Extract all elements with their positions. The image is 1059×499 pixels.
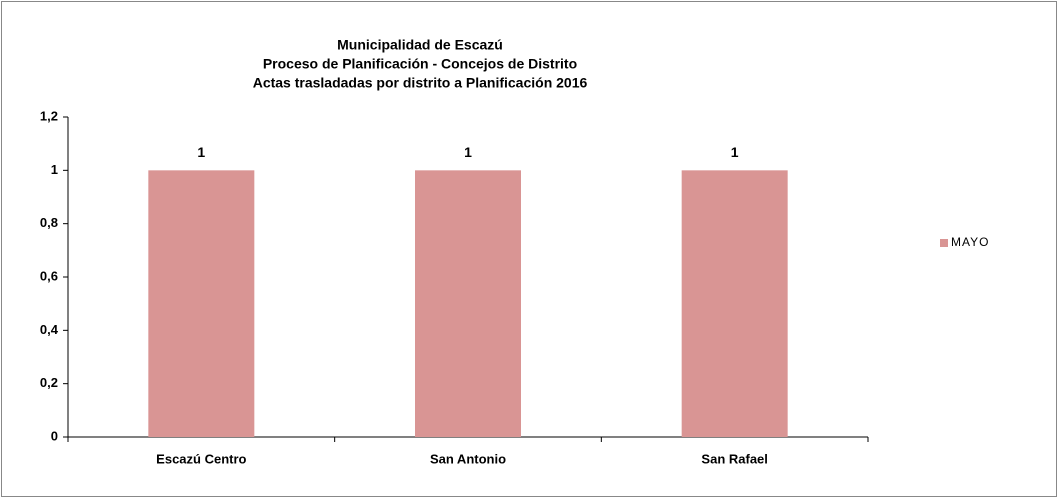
y-tick-label: 0,6	[40, 268, 58, 283]
chart-title-line: Actas trasladadas por distrito a Planifi…	[253, 75, 588, 91]
y-tick-label: 0,2	[40, 375, 58, 390]
bar	[681, 170, 788, 438]
x-tick-label: San Antonio	[430, 451, 506, 466]
y-tick-label: 0	[51, 428, 58, 443]
data-label: 1	[464, 144, 472, 160]
y-tick-label: 0,8	[40, 215, 58, 230]
bar	[148, 170, 255, 438]
chart-title-line: Municipalidad de Escazú	[337, 37, 503, 53]
legend-swatch	[940, 239, 948, 247]
legend-label: MAYO	[951, 235, 989, 249]
bar	[415, 170, 521, 438]
data-label: 1	[197, 144, 205, 160]
y-tick-label: 0,4	[40, 322, 59, 337]
chart-title-line: Proceso de Planificación - Concejos de D…	[263, 56, 577, 72]
x-tick-label: Escazú Centro	[156, 451, 246, 466]
y-tick-label: 1,2	[40, 108, 58, 123]
data-label: 1	[731, 144, 739, 160]
y-tick-label: 1	[51, 162, 58, 177]
x-tick-label: San Rafael	[701, 451, 767, 466]
